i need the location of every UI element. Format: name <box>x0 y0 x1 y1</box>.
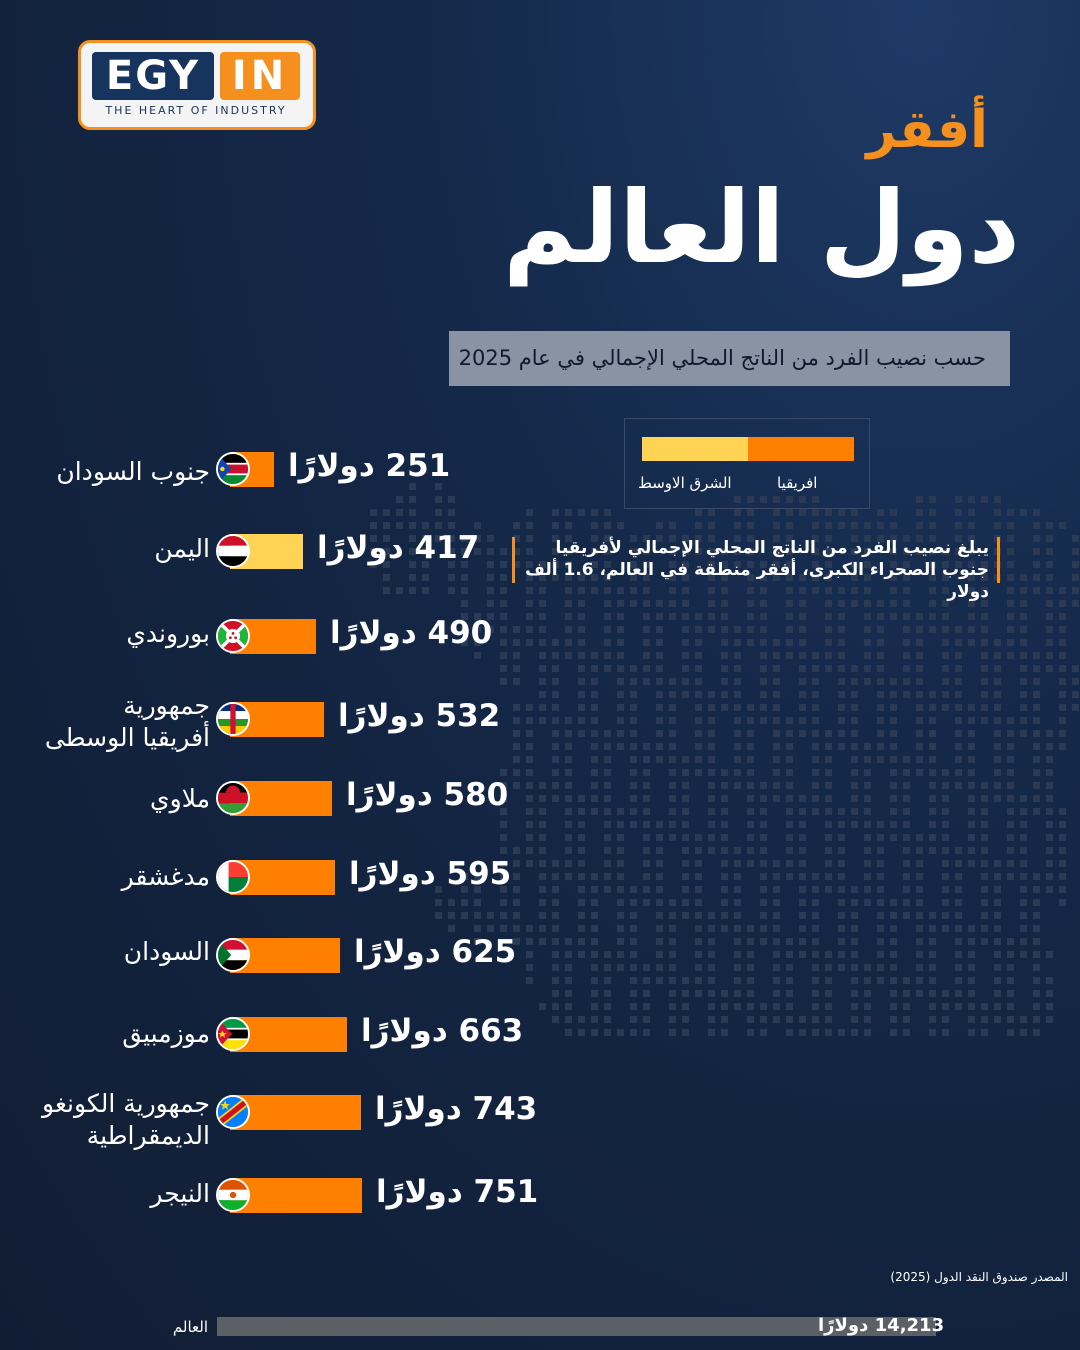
country-label-yemen: اليمن <box>154 534 210 563</box>
country-label-line: أفريقيا الوسطى <box>44 723 210 752</box>
value-label-dr-congo: 743 دولارًا <box>375 1091 538 1127</box>
value-label-yemen: 417 دولارًا <box>317 530 480 566</box>
bar-dr-congo <box>230 1095 361 1130</box>
value-label-malawi: 580 دولارًا <box>346 777 509 813</box>
value-label-madagascar: 595 دولارًا <box>349 856 512 892</box>
world-value: 14,213 دولارًا <box>818 1315 945 1336</box>
value-label-niger: 751 دولارًا <box>376 1174 539 1210</box>
country-label-line: الديمقراطية <box>86 1121 210 1150</box>
flag-dr-congo-icon <box>216 1095 250 1129</box>
logo-in: IN <box>220 52 300 100</box>
flag-sudan-icon <box>216 938 250 972</box>
country-label-sudan: السودان <box>123 937 210 966</box>
value-label-central-african-republic: 532 دولارًا <box>338 698 501 734</box>
country-label-burundi: بوروندي <box>126 619 210 648</box>
flag-niger-icon <box>216 1178 250 1212</box>
flag-madagascar-icon <box>216 860 250 894</box>
flag-south-sudan-icon <box>216 452 250 486</box>
subtitle: حسب نصيب الفرد من الناتج المحلي الإجمالي… <box>449 331 1010 386</box>
legend-label-middle-east: الشرق الاوسط <box>638 474 732 492</box>
legend: الشرق الاوسط افريقيا <box>624 418 870 509</box>
flag-mozambique-icon <box>216 1017 250 1051</box>
country-label-madagascar: مدغشقر <box>121 862 210 891</box>
source-note: المصدر صندوق النقد الدول (2025) <box>890 1270 1068 1284</box>
country-label-line: جمهورية الكونغو <box>42 1089 210 1118</box>
value-label-sudan: 625 دولارًا <box>354 934 517 970</box>
logo-egy: EGY <box>92 52 214 100</box>
country-label-line: جمهورية <box>123 691 210 720</box>
world-label: العالم <box>172 1318 208 1336</box>
flag-central-african-republic-icon <box>216 702 250 736</box>
country-label-dr-congo: جمهورية الكونغو الديمقراطية <box>42 1088 210 1152</box>
bar-niger <box>230 1178 362 1213</box>
value-label-burundi: 490 دولارًا <box>330 615 493 651</box>
title-line-2: دول العالم <box>503 169 1020 286</box>
legend-swatch-africa <box>748 437 854 461</box>
logo-tagline: THE HEART OF INDUSTRY <box>105 104 287 117</box>
value-label-south-sudan: 251 دولارًا <box>288 448 451 484</box>
flag-malawi-icon <box>216 781 250 815</box>
legend-label-africa: افريقيا <box>777 474 818 492</box>
country-label-niger: النيجر <box>150 1179 210 1208</box>
country-label-malawi: ملاوي <box>150 784 210 813</box>
note-callout: يبلغ نصيب الفرد من الناتج المحلي الإجمال… <box>512 537 1000 602</box>
country-label-south-sudan: جنوب السودان <box>56 457 210 486</box>
country-label-central-african-republic: جمهورية أفريقيا الوسطى <box>45 690 210 754</box>
legend-swatch-middle-east <box>642 437 748 461</box>
world-bar <box>217 1317 936 1336</box>
value-label-mozambique: 663 دولارًا <box>361 1013 524 1049</box>
flag-burundi-icon <box>216 619 250 653</box>
title-line-1: أفقر <box>866 100 988 160</box>
country-label-mozambique: موزمبيق <box>122 1019 210 1048</box>
flag-yemen-icon <box>216 534 250 568</box>
brand-logo: EGY IN THE HEART OF INDUSTRY <box>78 40 316 130</box>
